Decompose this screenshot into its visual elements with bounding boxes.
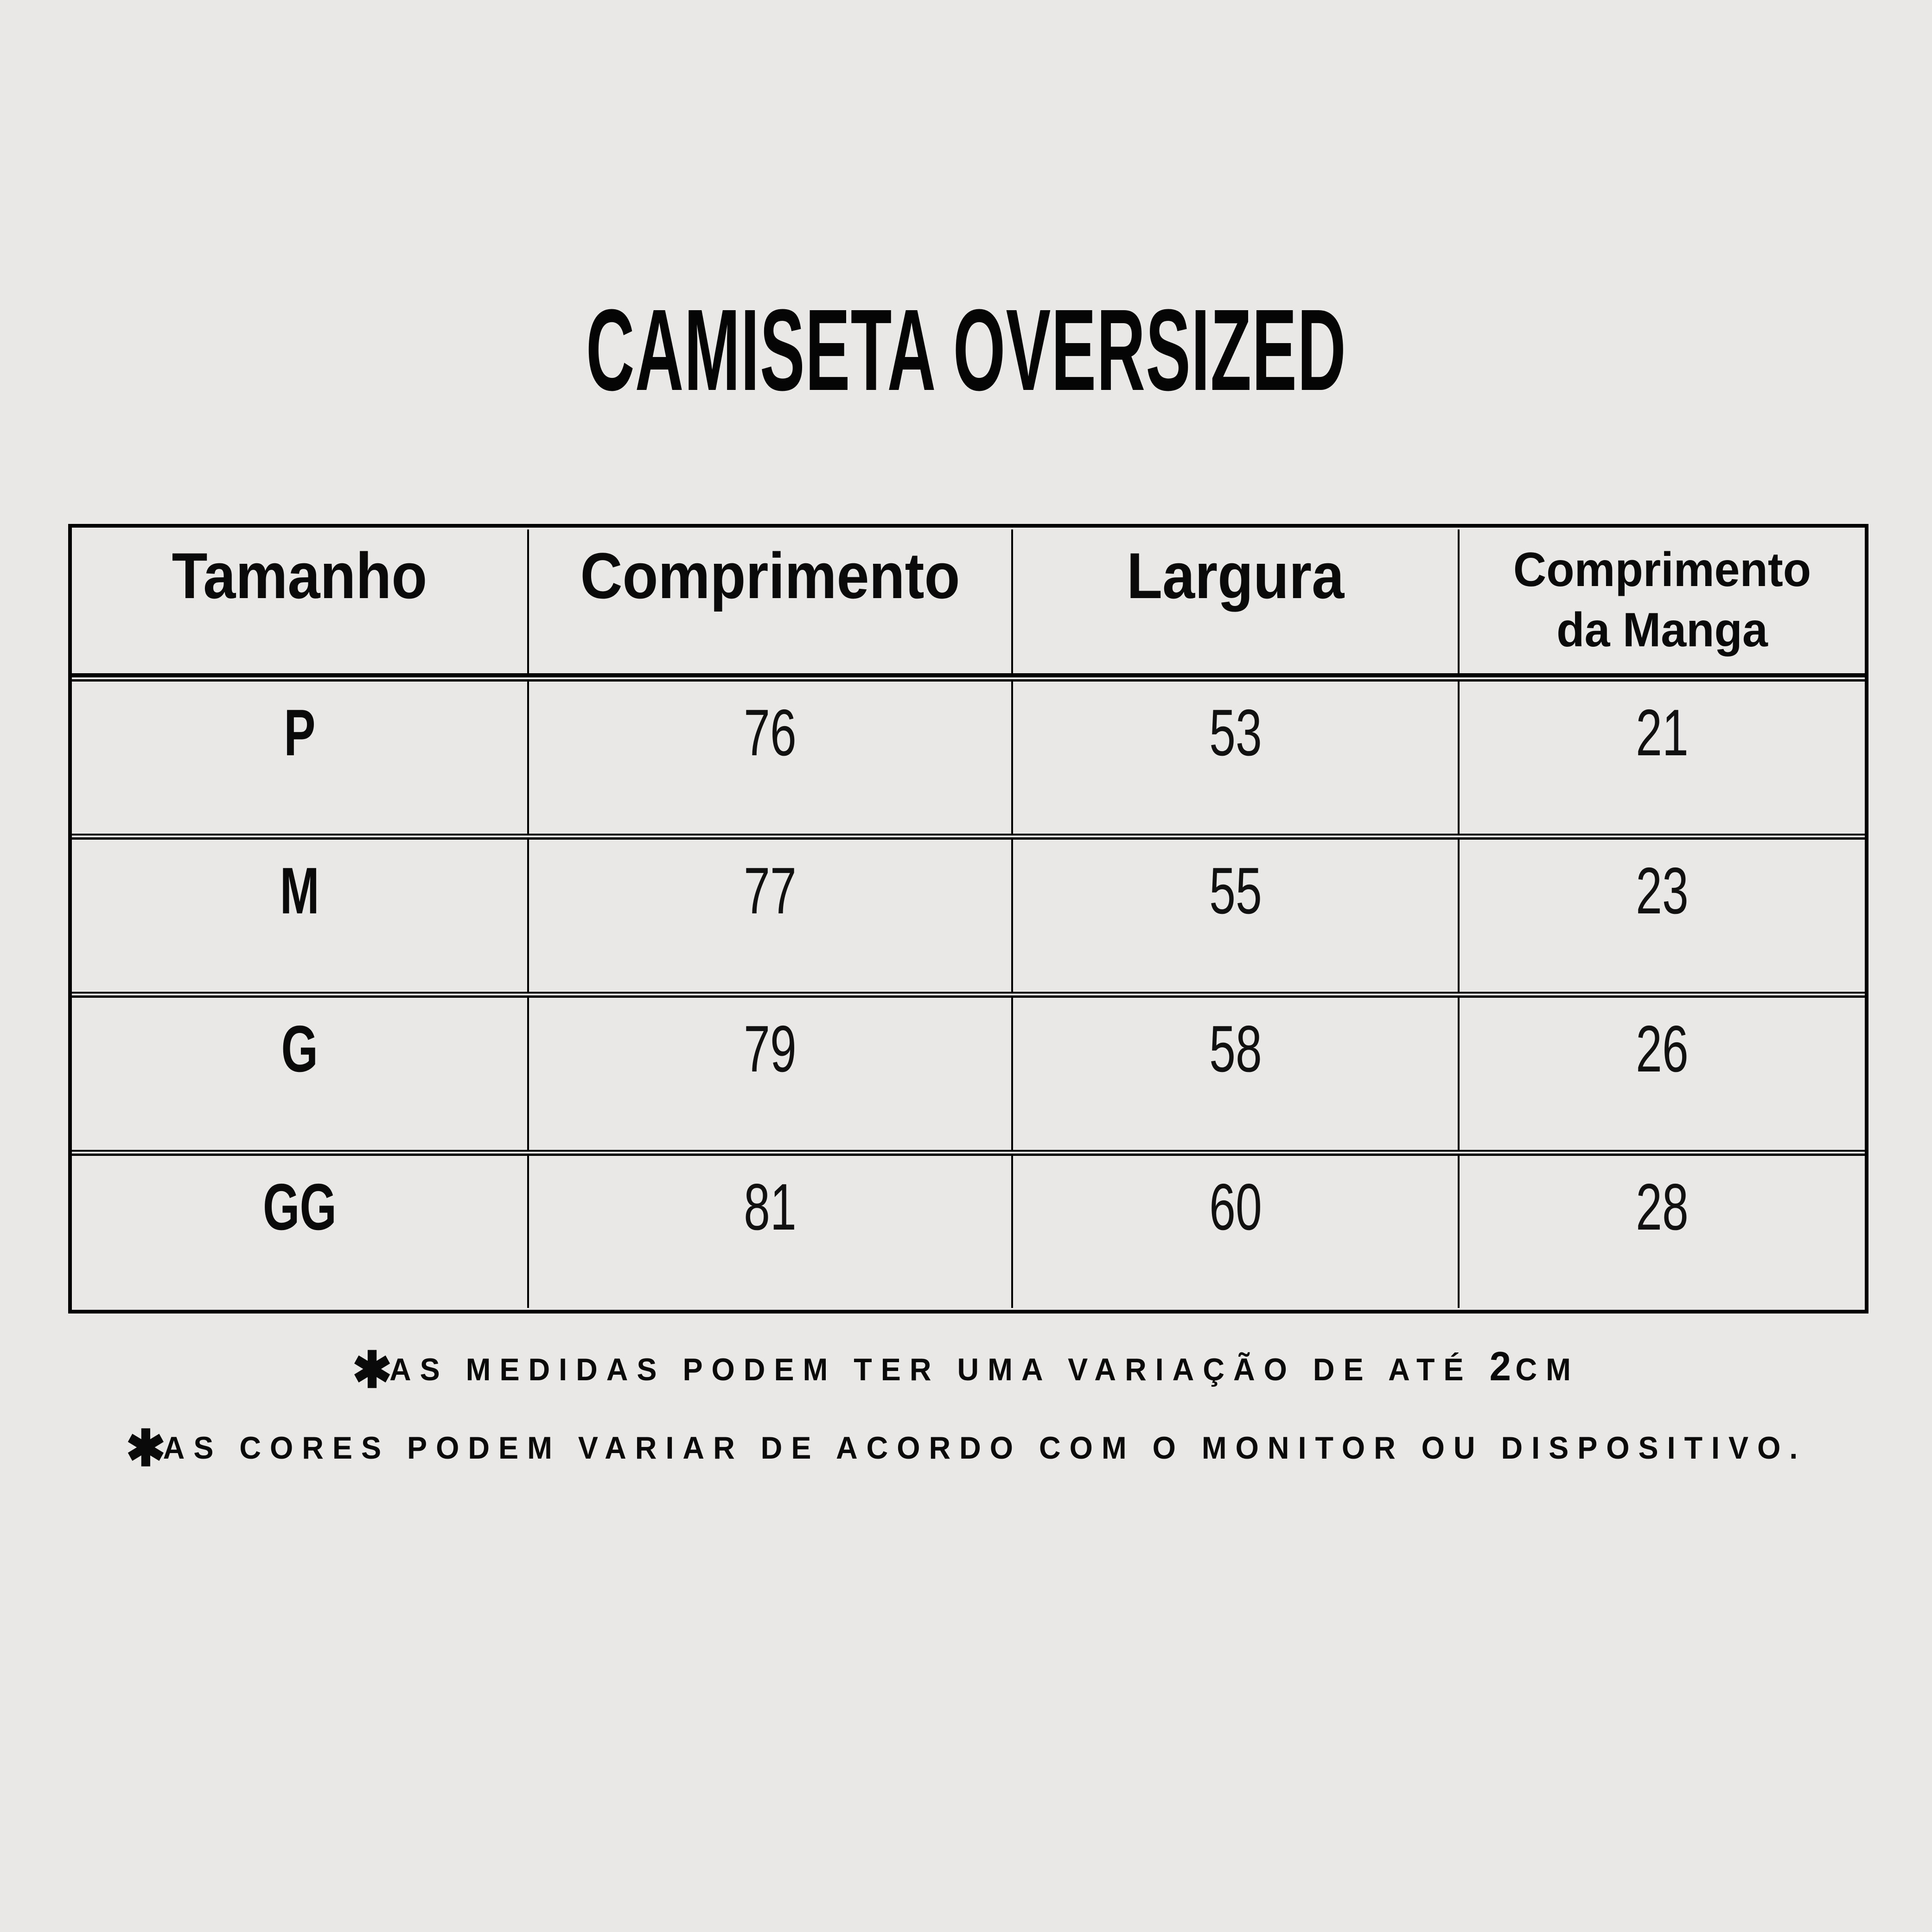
size-table-body: P 76 53 21 M 77 55 23 G 79 58 26 xyxy=(72,679,1865,1308)
largura-cell: 60 xyxy=(1013,1154,1460,1308)
size-table-header: Tamanho Comprimento Largura Comprimento d… xyxy=(72,529,1865,677)
asterisk-icon: ✱ xyxy=(352,1342,392,1398)
footnote-emphasis: 2 xyxy=(1489,1343,1516,1389)
size-cell: GG xyxy=(72,1154,529,1308)
size-value: GG xyxy=(262,1170,337,1244)
largura-cell: 55 xyxy=(1013,837,1460,994)
header-label-line1: Comprimento xyxy=(1513,543,1811,597)
measurement-value: 76 xyxy=(744,696,797,770)
footnote-measures-text: ✱AS MEDIDAS PODEM TER UMA VARIAÇÃO DE AT… xyxy=(352,1332,1580,1407)
measurement-value: 77 xyxy=(744,854,797,928)
size-value: G xyxy=(281,1012,318,1086)
measurement-value: 58 xyxy=(1209,1012,1262,1086)
header-cell-largura: Largura xyxy=(1013,529,1460,677)
footnote-colors-text: ✱AS CORES PODEM VARIAR DE ACORDO COM O M… xyxy=(126,1413,1806,1485)
measurement-value: 23 xyxy=(1636,854,1689,928)
footnote-text: AS CORES PODEM VARIAR DE ACORDO COM O MO… xyxy=(163,1430,1806,1466)
header-label: Comprimento xyxy=(580,539,960,612)
footnote-prefix: AS MEDIDAS PODEM TER UMA VARIAÇÃO DE ATÉ xyxy=(389,1352,1490,1387)
footnotes: ✱AS MEDIDAS PODEM TER UMA VARIAÇÃO DE AT… xyxy=(0,1332,1932,1492)
header-label: Comprimento da Manga xyxy=(1513,540,1811,660)
comprimento-cell: 76 xyxy=(529,679,1014,835)
table-row-gg: GG 81 60 28 xyxy=(72,1154,1865,1308)
measurement-value: 81 xyxy=(744,1170,797,1244)
footnote-measures: ✱AS MEDIDAS PODEM TER UMA VARIAÇÃO DE AT… xyxy=(0,1332,1932,1413)
table-row-p: P 76 53 21 xyxy=(72,679,1865,835)
measurement-value: 53 xyxy=(1209,696,1262,770)
size-value: P xyxy=(283,696,316,770)
largura-cell: 58 xyxy=(1013,995,1460,1152)
largura-cell: 53 xyxy=(1013,679,1460,835)
measurement-value: 55 xyxy=(1209,854,1262,928)
header-label: Largura xyxy=(1127,539,1345,612)
manga-cell: 26 xyxy=(1460,995,1865,1152)
header-cell-tamanho: Tamanho xyxy=(72,529,529,677)
comprimento-cell: 81 xyxy=(529,1154,1014,1308)
size-table: Tamanho Comprimento Largura Comprimento d… xyxy=(68,524,1868,1314)
footnote-colors: ✱AS CORES PODEM VARIAR DE ACORDO COM O M… xyxy=(0,1413,1932,1492)
comprimento-cell: 79 xyxy=(529,995,1014,1152)
manga-cell: 28 xyxy=(1460,1154,1865,1308)
manga-cell: 21 xyxy=(1460,679,1865,835)
header-label: Tamanho xyxy=(172,539,427,612)
header-row: Tamanho Comprimento Largura Comprimento d… xyxy=(72,529,1865,677)
size-table-container: Tamanho Comprimento Largura Comprimento d… xyxy=(68,524,1868,1314)
size-cell: M xyxy=(72,837,529,994)
measurement-value: 60 xyxy=(1209,1170,1262,1244)
header-label-line2: da Manga xyxy=(1556,603,1768,657)
asterisk-icon: ✱ xyxy=(126,1420,166,1477)
table-row-g: G 79 58 26 xyxy=(72,995,1865,1152)
table-row-m: M 77 55 23 xyxy=(72,837,1865,994)
header-cell-comprimento: Comprimento xyxy=(529,529,1014,677)
size-value: M xyxy=(280,854,319,928)
header-cell-comprimento-manga: Comprimento da Manga xyxy=(1460,529,1865,677)
page-title-text: CAMISETA OVERSIZED xyxy=(586,285,1346,414)
measurement-value: 79 xyxy=(744,1012,797,1086)
size-cell: P xyxy=(72,679,529,835)
size-cell: G xyxy=(72,995,529,1152)
footnote-suffix: CM xyxy=(1515,1352,1580,1387)
measurement-value: 21 xyxy=(1636,696,1689,770)
manga-cell: 23 xyxy=(1460,837,1865,994)
measurement-value: 28 xyxy=(1636,1170,1689,1244)
page-title: CAMISETA OVERSIZED xyxy=(0,292,1932,408)
measurement-value: 26 xyxy=(1636,1012,1689,1086)
comprimento-cell: 77 xyxy=(529,837,1014,994)
